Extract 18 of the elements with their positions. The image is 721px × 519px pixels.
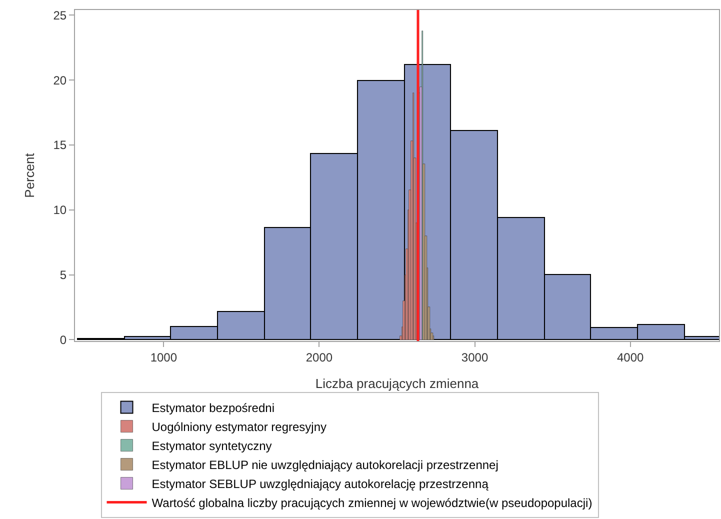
x-tick-label: 4000 — [616, 350, 644, 364]
x-axis-title: Liczba pracujących zmienna — [315, 376, 480, 391]
y-tick-label: 0 — [60, 332, 67, 347]
y-tick-label: 15 — [53, 138, 67, 152]
legend-label: Wartość globalna liczby pracujących zmiennej w województwie(w pseudopopulacji) — [152, 496, 592, 510]
x-tick-label: 3000 — [461, 350, 488, 364]
y-tick-label: 5 — [60, 268, 67, 282]
y-axis-title: Percent — [22, 152, 38, 198]
x-tick-label: 1000 — [150, 350, 178, 364]
legend-label: Estymator SEBLUP uwzględniający autokorelację przestrzenną — [152, 476, 489, 491]
legend-label: Estymator EBLUP nie uwzględniający autokorelacji przestrzennej — [152, 458, 498, 472]
y-tick-label: 10 — [53, 203, 67, 218]
y-tick-label: 20 — [53, 73, 67, 88]
legend-label: Estymator bezpośredni — [152, 400, 274, 415]
legend-label: Uogólniony estymator regresyjny — [152, 420, 327, 434]
y-tick-label: 25 — [53, 8, 67, 22]
x-tick-label: 2000 — [306, 350, 333, 364]
legend-label: Estymator syntetyczny — [152, 438, 272, 453]
